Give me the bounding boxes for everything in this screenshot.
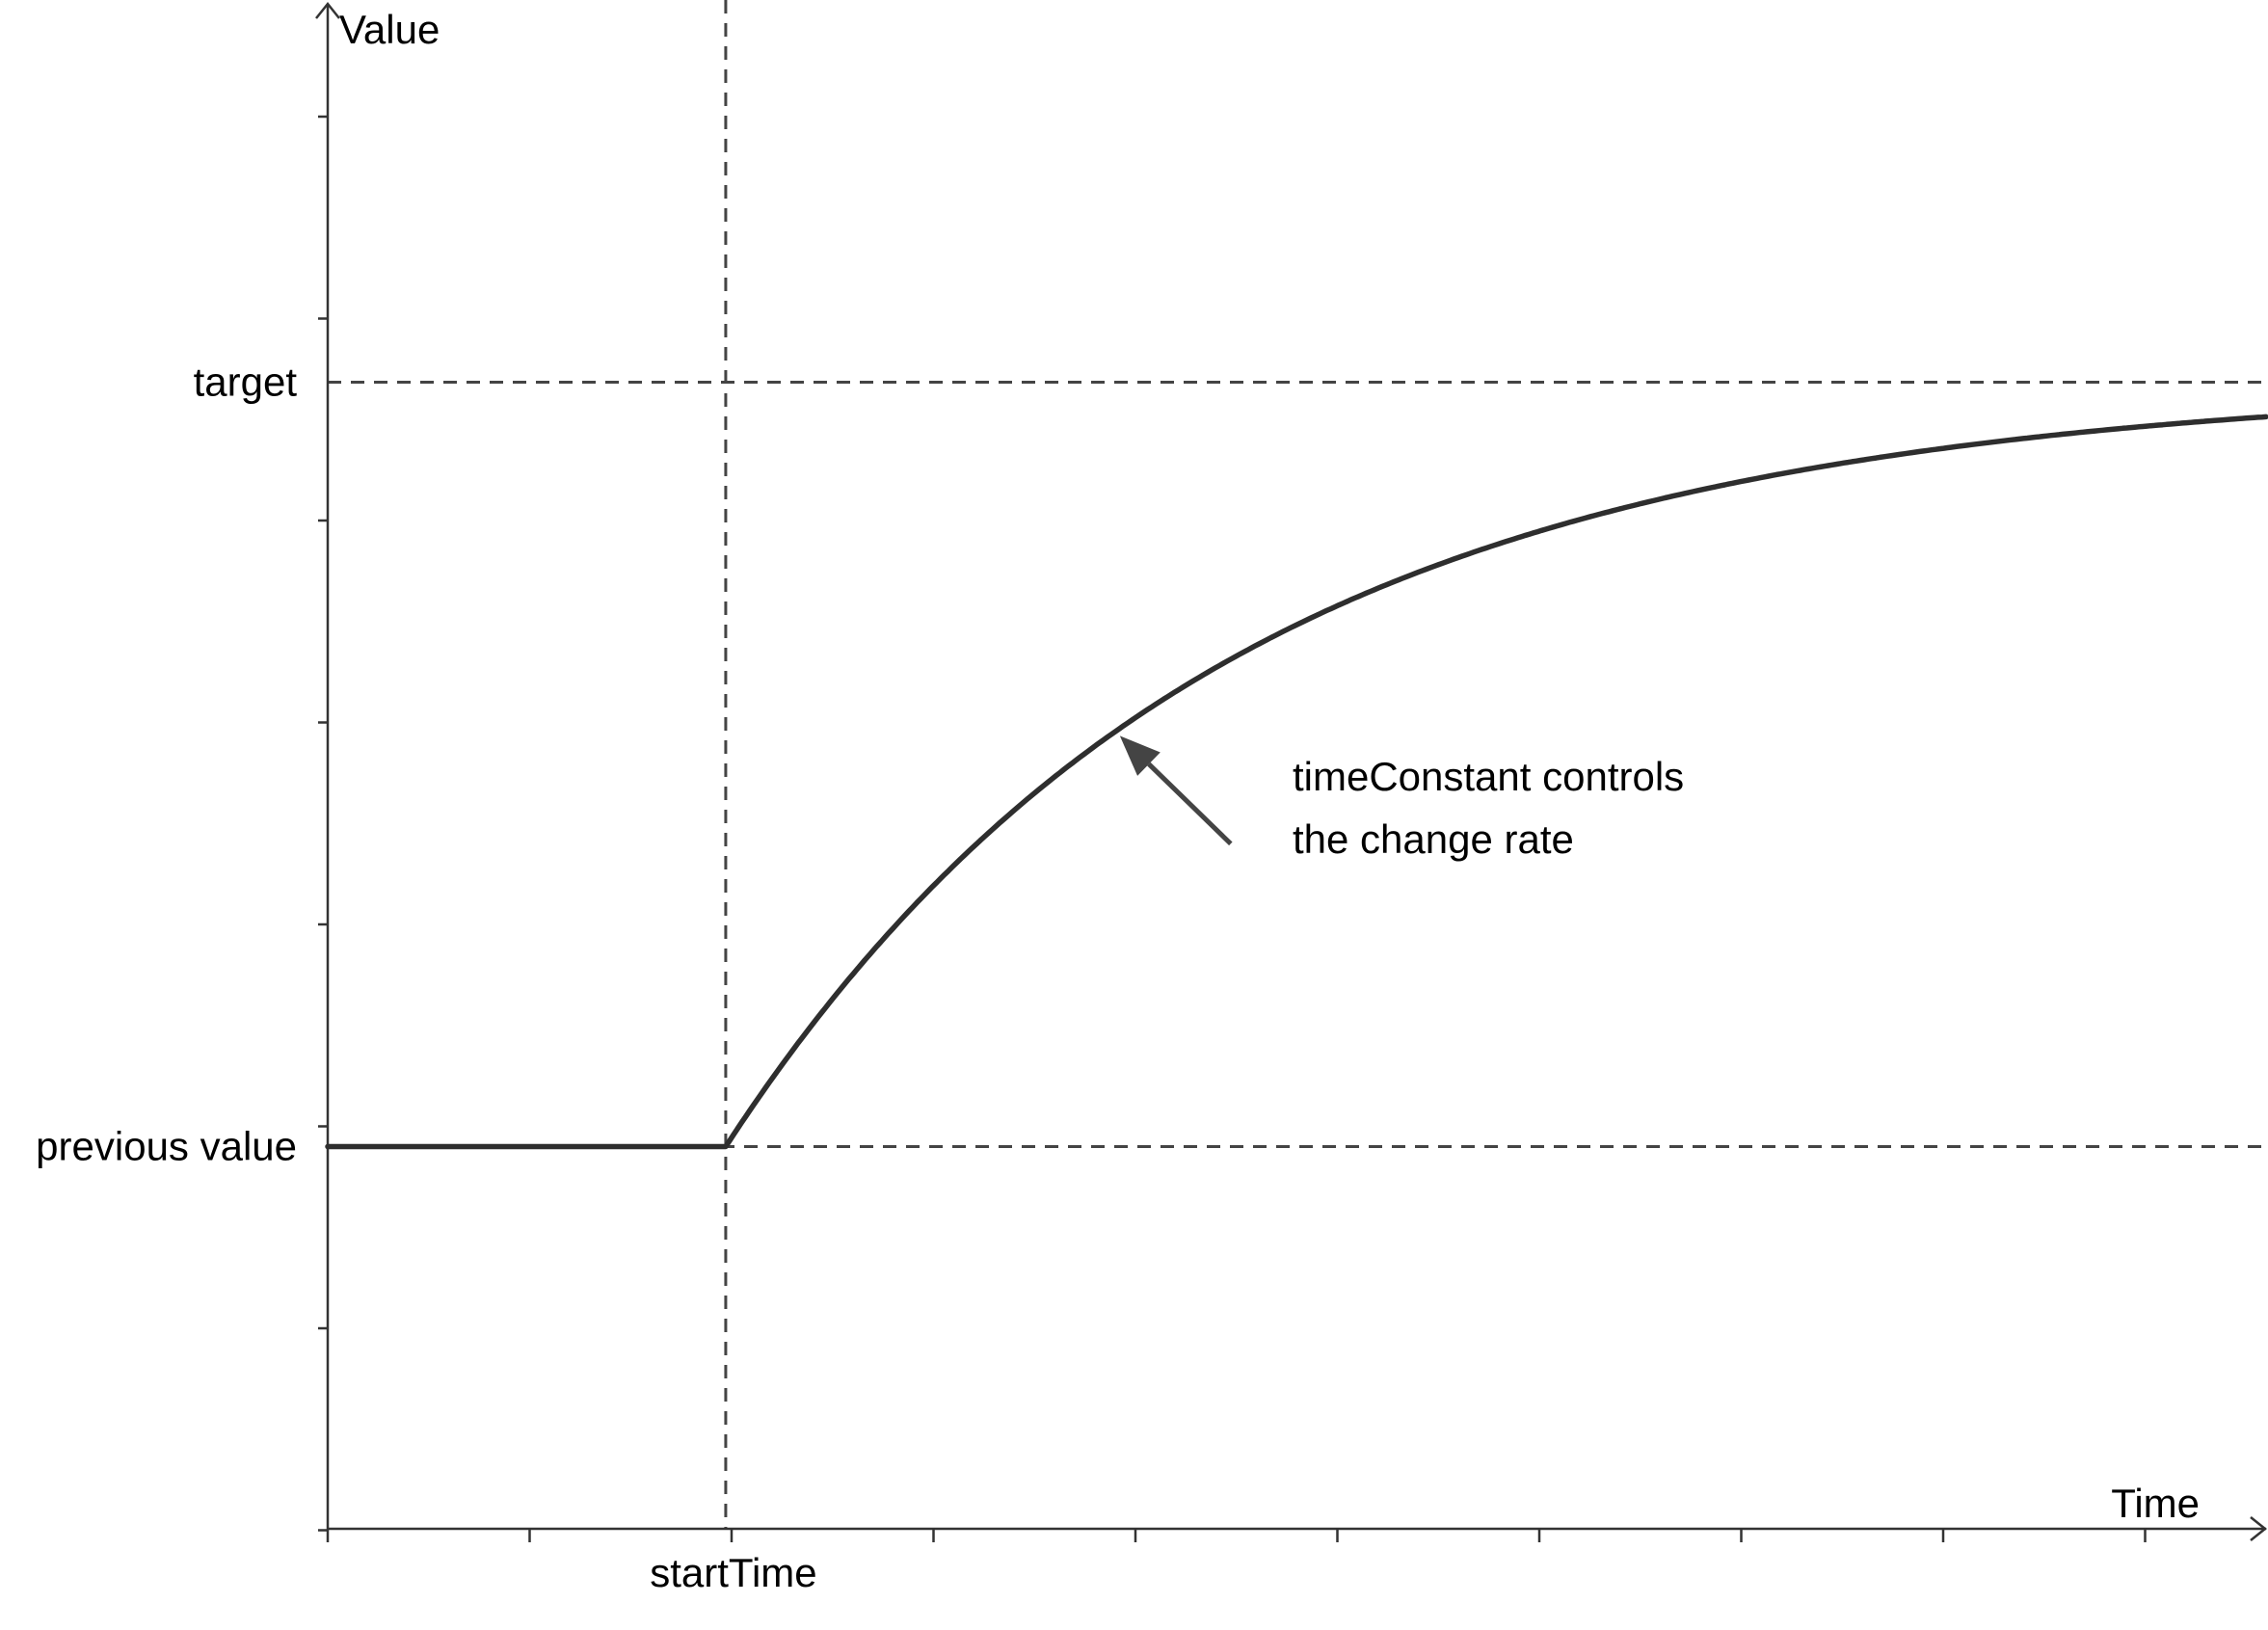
y-axis-ticks — [318, 115, 328, 1532]
x-axis-ticks — [326, 1529, 2147, 1542]
axes — [315, 1, 2268, 1542]
annotation-arrow-shaft — [1147, 762, 1233, 846]
annotation-arrow — [1119, 735, 1233, 846]
series-line — [325, 414, 2268, 1150]
y-tick-label-previous-value: previous value — [36, 1124, 297, 1169]
x-tick-label-start-time: startTime — [650, 1550, 816, 1595]
y-axis-title: Value — [339, 7, 440, 52]
y-tick-label-target: target — [194, 360, 298, 405]
annotation-line-1: timeConstant controls — [1293, 754, 1684, 799]
x-axis-arrowhead — [2250, 1516, 2268, 1541]
annotation-line-2: the change rate — [1293, 816, 1574, 862]
reference-lines — [328, 0, 2268, 1529]
x-axis-title: Time — [2111, 1481, 2200, 1526]
annotation-text: timeConstant controls the change rate — [1293, 754, 1695, 862]
y-axis-arrowhead — [315, 1, 340, 19]
annotation-arrow-head — [1119, 735, 1161, 776]
